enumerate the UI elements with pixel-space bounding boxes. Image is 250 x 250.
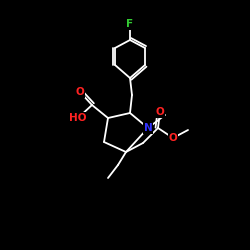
Text: F: F xyxy=(126,19,134,29)
Text: O: O xyxy=(156,107,164,117)
Text: HO: HO xyxy=(69,113,87,123)
Text: N: N xyxy=(144,123,152,133)
Text: O: O xyxy=(168,133,177,143)
Text: O: O xyxy=(76,87,84,97)
